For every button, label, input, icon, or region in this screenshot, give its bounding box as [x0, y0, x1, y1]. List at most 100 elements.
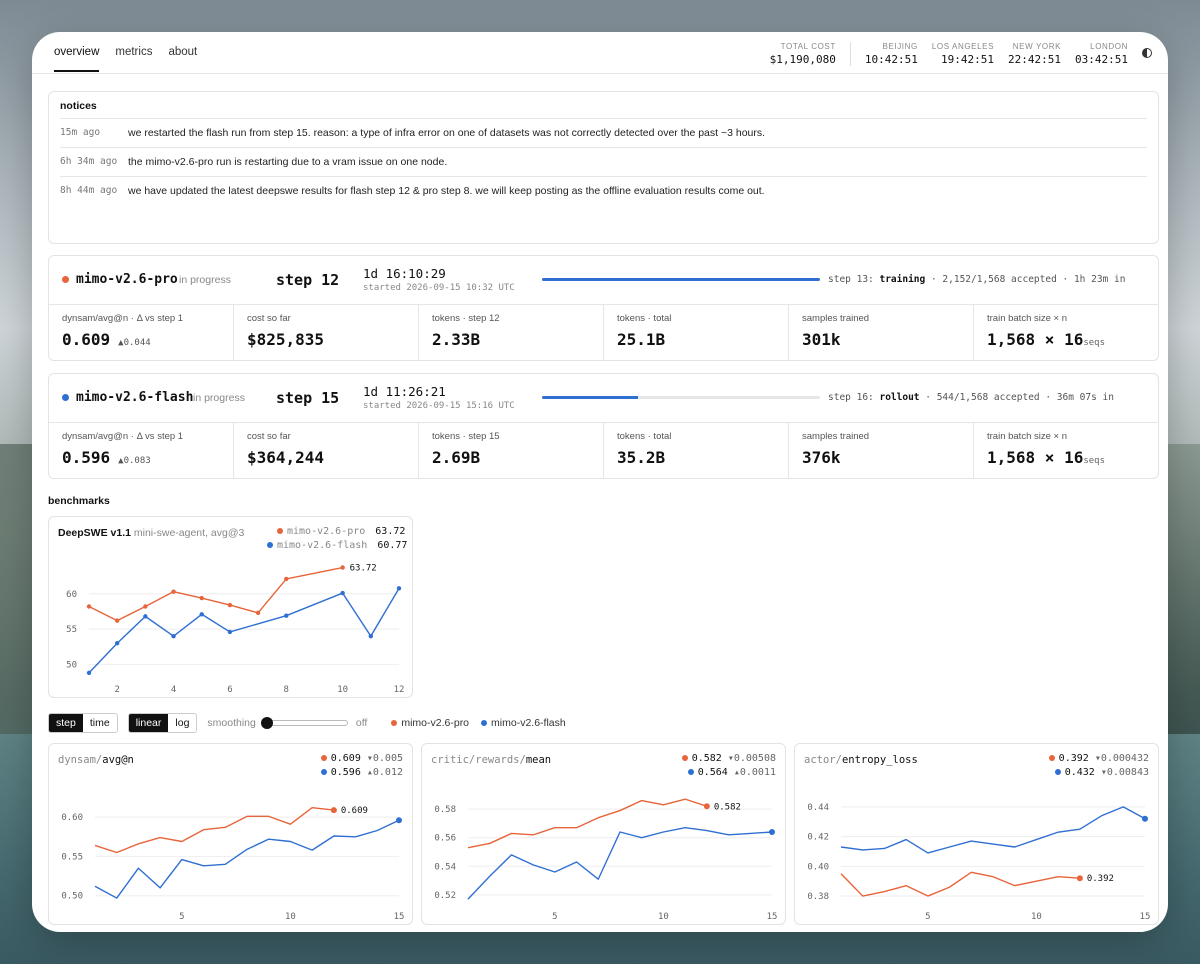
y-tick-label: 60 — [66, 590, 77, 600]
y-tick-label: 0.38 — [807, 892, 829, 902]
legend-dot — [687, 769, 694, 775]
x-mode-time[interactable]: time — [89, 717, 110, 729]
notice-age: 8h 44m ago — [60, 185, 118, 196]
data-point — [171, 589, 176, 594]
tab-overview[interactable]: overview — [54, 46, 100, 72]
total-cost-value: $1,190,080 — [769, 53, 836, 66]
y-tick-label: 0.42 — [807, 833, 829, 843]
x-tick-label: 4 — [171, 685, 176, 695]
legend-flash[interactable]: mimo-v2.6-flash — [481, 717, 566, 729]
metric-unit: seqs — [1083, 338, 1106, 348]
y-tick-label: 0.50 — [61, 892, 83, 902]
run-started: started 2026-09-15 15:16 UTC — [363, 401, 515, 411]
run-card-flash[interactable]: mimo-v2.6-flash in progress step 15 1d 1… — [48, 373, 1159, 479]
legend-series-name: mimo-v2.6-pro — [287, 526, 366, 537]
legend-delta: ▾0.000432 — [1094, 753, 1149, 764]
end-value-label: 0.392 — [1087, 874, 1114, 884]
data-point — [396, 586, 402, 591]
clock-time: 19:42:51 — [941, 53, 995, 66]
x-axis-toggle: step time — [48, 713, 118, 733]
metric-value: $364,244 — [247, 448, 325, 467]
metric-tokens-step: tokens · step 15 2.69B — [419, 423, 604, 478]
metric-value: 25.1B — [617, 330, 666, 349]
chart-title: critic/rewards/mean — [431, 754, 551, 766]
scale-toggle: linear log — [127, 713, 198, 733]
dynsam-plot: 0.50 0.55 0.60 5 10 15 0.609 — [61, 806, 404, 922]
legend-pro: 0.392 ▾0.000432 — [1048, 753, 1149, 764]
legend-dot — [320, 769, 327, 775]
scale-linear[interactable]: linear — [128, 714, 169, 732]
legend-dot — [277, 528, 283, 534]
legend-value: 60.77 — [377, 540, 408, 551]
legend-flash: 0.596 ▴0.012 — [320, 767, 403, 778]
run-status-dot — [62, 276, 69, 283]
chart-title-prefix: critic/rewards/ — [431, 754, 526, 766]
legend-dot — [481, 720, 488, 727]
run-name: mimo-v2.6-flash — [76, 390, 194, 405]
metric-label: tokens · step 12 — [432, 313, 500, 324]
run-status: step 13: training · 2,152/1,568 accepted… — [828, 274, 1125, 285]
metric-label: samples trained — [802, 313, 870, 324]
metric-value: 0.609 ▲0.044 — [62, 330, 220, 349]
status-phase: rollout — [879, 392, 920, 403]
rewards-plot: 0.52 0.54 0.56 0.58 5 10 15 0.582 — [434, 798, 778, 922]
metric-value: 2.33B — [432, 330, 481, 349]
data-point — [255, 610, 261, 616]
chart-title-main: entropy_loss — [841, 754, 918, 766]
data-point — [86, 670, 92, 676]
y-tick-label: 55 — [66, 625, 77, 635]
metric-unit: seqs — [1083, 456, 1106, 466]
legend-flash: 0.432 ▾0.00843 — [1054, 767, 1149, 778]
tab-metrics[interactable]: metrics — [115, 46, 153, 58]
y-tick-label: 0.40 — [807, 862, 829, 872]
scale-log[interactable]: log — [175, 717, 190, 729]
entropy-chart-card: actor/entropy_loss 0.392 ▾0.000432 0.432… — [794, 743, 1159, 925]
metric-tokens-step: tokens · step 12 2.33B — [419, 305, 604, 360]
tab-about[interactable]: about — [168, 46, 198, 58]
x-mode-step[interactable]: step — [49, 714, 83, 732]
legend-value: 0.432 — [1064, 767, 1095, 778]
chart-title: DeepSWE v1.1 mini-swe-agent, avg@3 — [58, 527, 244, 539]
legend-pro[interactable]: mimo-v2.6-pro — [391, 717, 469, 729]
legend-delta: ▾0.00843 — [1100, 767, 1149, 778]
legend-dot — [391, 720, 398, 727]
clock-time: 03:42:51 — [1075, 53, 1128, 66]
notice-text: we have updated the latest deepswe resul… — [128, 185, 765, 197]
status-prefix: step 13: — [828, 274, 880, 285]
metric-value: 1,568 × 16seqs — [987, 330, 1145, 349]
metric-value: 301k — [802, 330, 841, 349]
data-point — [143, 604, 148, 609]
x-tick-label: 10 — [1031, 912, 1042, 922]
notice-item: 8h 44m ago we have updated the latest de… — [60, 176, 1147, 205]
metric-dynsam: dynsam/avg@n · Δ vs step 1 0.596 ▲0.083 — [49, 423, 234, 478]
smoothing-state: off — [355, 717, 368, 729]
entropy-plot: 0.38 0.40 0.42 0.44 5 10 15 0.392 — [807, 803, 1151, 922]
app-window: overview metrics about TOTAL COST $1,190… — [32, 32, 1168, 932]
run-card-pro[interactable]: mimo-v2.6-pro in progress step 12 1d 16:… — [48, 255, 1159, 361]
metric-number: 1,568 × 16 — [987, 330, 1084, 349]
y-tick-label: 0.55 — [61, 852, 83, 862]
run-progress-bar — [542, 396, 820, 399]
x-tick-label: 15 — [767, 912, 778, 922]
x-tick-label: 15 — [1140, 912, 1151, 922]
run-progress-bar — [542, 278, 820, 281]
smoothing-slider[interactable] — [260, 717, 348, 729]
notices-title: notices — [60, 100, 97, 112]
legend-dot — [1048, 755, 1055, 761]
chart-title-prefix: actor/ — [804, 754, 842, 766]
legend-delta: ▾0.005 — [366, 753, 403, 764]
run-started: started 2026-09-15 10:32 UTC — [363, 283, 515, 293]
legend-value: 0.392 — [1058, 753, 1089, 764]
metric-value: $825,835 — [247, 330, 325, 349]
run-elapsed: 1d 16:10:29 — [363, 266, 446, 281]
x-tick-label: 5 — [925, 912, 930, 922]
slider-knob[interactable] — [260, 717, 273, 729]
half-moon-icon[interactable] — [1142, 48, 1152, 58]
legend-delta: ▾0.00508 — [727, 753, 776, 764]
metric-label: dynsam/avg@n · Δ vs step 1 — [62, 431, 184, 442]
x-tick-label: 6 — [227, 685, 232, 695]
series-line — [94, 807, 334, 854]
header-clocks: TOTAL COST $1,190,080 BEIJING 10:42:51 L… — [756, 42, 1152, 66]
metric-samples: samples trained 301k — [789, 305, 974, 360]
run-step: step 12 — [276, 271, 340, 289]
